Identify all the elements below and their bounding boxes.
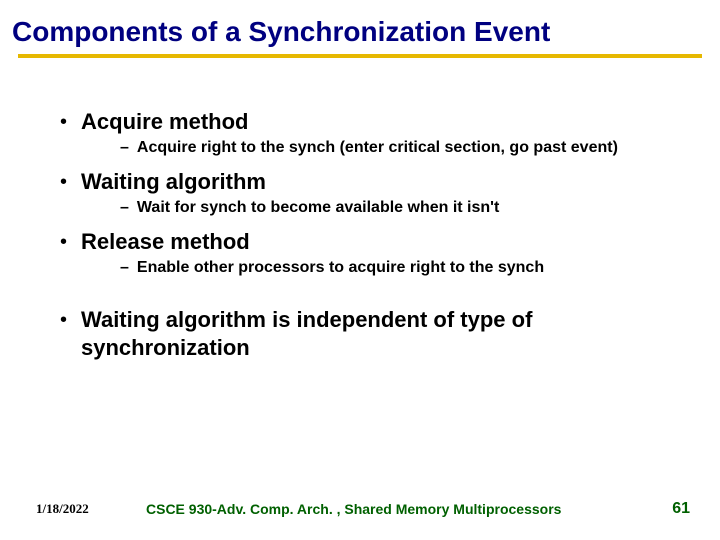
sub-bullet-text: Enable other processors to acquire right… [137, 258, 544, 278]
slide-title: Components of a Synchronization Event [0, 0, 720, 54]
slide-content: • Acquire method – Acquire right to the … [0, 58, 720, 362]
sub-bullet-item: – Enable other processors to acquire rig… [120, 258, 700, 278]
bullet-text: Waiting algorithm is independent of type… [81, 306, 700, 362]
sub-bullet-marker: – [120, 138, 129, 158]
sub-bullet-text: Acquire right to the synch (enter critic… [137, 138, 618, 158]
bullet-item: • Release method [60, 228, 700, 256]
bullet-marker: • [60, 168, 67, 196]
footer-date: 1/18/2022 [36, 501, 146, 517]
sub-bullet-item: – Wait for synch to become available whe… [120, 198, 700, 218]
sub-bullet-text: Wait for synch to become available when … [137, 198, 499, 218]
sub-bullet-item: – Acquire right to the synch (enter crit… [120, 138, 700, 158]
bullet-marker: • [60, 228, 67, 256]
bullet-text: Acquire method [81, 108, 248, 136]
bullet-item: • Waiting algorithm is independent of ty… [60, 306, 700, 362]
sub-bullet-marker: – [120, 198, 129, 218]
footer-course: CSCE 930-Adv. Comp. Arch. , Shared Memor… [146, 501, 672, 517]
bullet-item: • Waiting algorithm [60, 168, 700, 196]
sub-bullet-marker: – [120, 258, 129, 278]
bullet-item: • Acquire method [60, 108, 700, 136]
bullet-marker: • [60, 306, 67, 334]
spacer [60, 288, 700, 306]
footer-page-number: 61 [672, 500, 690, 518]
slide-footer: 1/18/2022 CSCE 930-Adv. Comp. Arch. , Sh… [0, 500, 720, 518]
bullet-marker: • [60, 108, 67, 136]
bullet-text: Waiting algorithm [81, 168, 266, 196]
bullet-text: Release method [81, 228, 250, 256]
